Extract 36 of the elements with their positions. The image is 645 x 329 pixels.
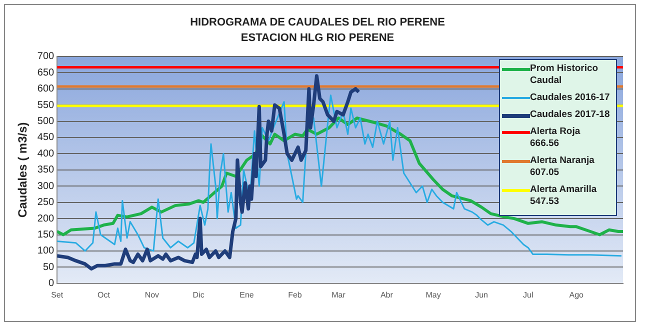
y-tick-label: 600 (37, 84, 55, 95)
y-tick-label: 50 (42, 262, 55, 273)
y-tick-label: 0 (48, 278, 55, 290)
x-tick-label: Feb (288, 290, 302, 300)
x-tick-label: Set (51, 290, 64, 300)
x-tick-label: May (426, 290, 441, 300)
legend-label: Alerta Amarilla 547.53 (530, 184, 598, 208)
x-tick-label: Ene (240, 290, 254, 300)
x-tick-label: Jun (475, 290, 488, 300)
y-tick-label: 150 (37, 230, 55, 241)
y-tick-label: 350 (37, 164, 55, 176)
x-tick-label: Nov (144, 290, 160, 300)
x-tick-label: Mar (332, 290, 346, 300)
x-tick-label: Oct (98, 290, 111, 300)
chart-subtitle: ESTACION HLG RIO PERENE (240, 32, 394, 44)
y-tick-label: 250 (37, 197, 55, 208)
x-tick-label: Dic (192, 290, 204, 300)
y-axis-title: Caudales ( m3/s) (16, 122, 30, 218)
legend-label: Alerta Roja 666.56 (530, 126, 582, 150)
y-tick-label: 400 (37, 148, 55, 160)
y-tick-label: 700 (37, 51, 55, 62)
x-tick-label: Jul (523, 290, 534, 300)
y-tick-label: 200 (37, 213, 55, 224)
y-tick-label: 650 (37, 67, 55, 78)
y-tick-label: 500 (37, 116, 55, 128)
legend-label: Caudales 2017-18 (530, 109, 610, 122)
legend-label: Prom Historico Caudal (530, 63, 600, 88)
x-tick-label: Ago (569, 290, 584, 300)
y-tick-label: 550 (37, 100, 55, 111)
x-tick-label: Abr (380, 290, 394, 300)
y-tick-label: 450 (37, 132, 55, 144)
y-tick-label: 100 (37, 246, 55, 257)
legend-label: Alerta Naranja 607.05 (530, 155, 596, 180)
legend-label: Caudales 2016-17 (530, 92, 610, 104)
y-tick-label: 300 (37, 180, 55, 192)
chart-title: HIDROGRAMA DE CAUDALES DEL RIO PERENE (190, 16, 445, 29)
